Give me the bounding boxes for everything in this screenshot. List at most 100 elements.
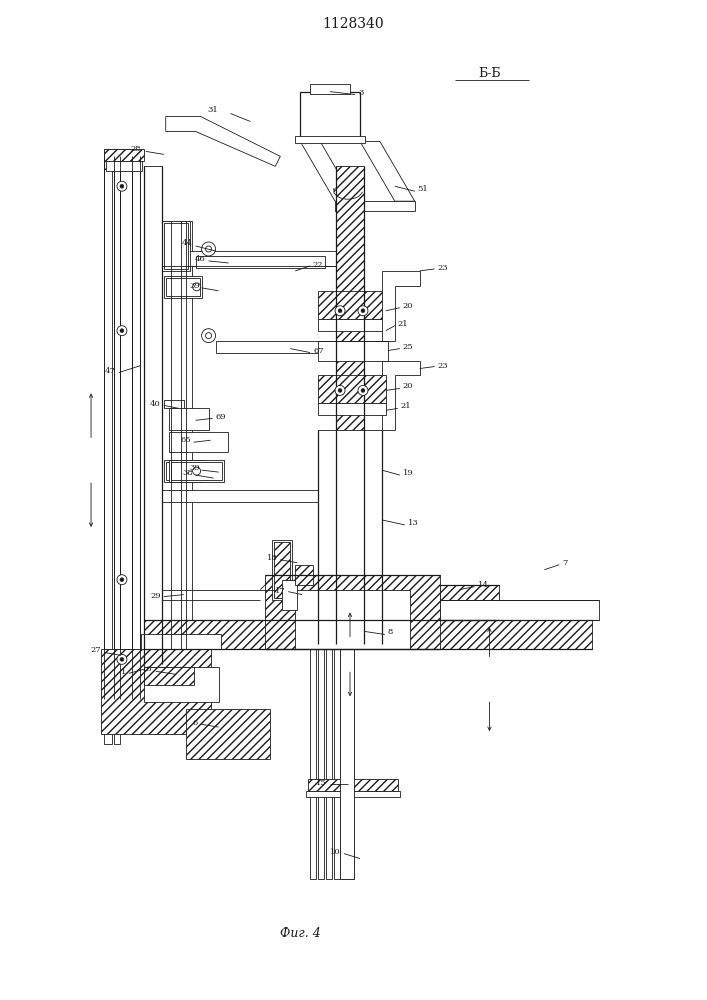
Bar: [300, 92, 360, 141]
Bar: [162, 490, 336, 502]
Text: 14: 14: [477, 581, 489, 589]
Bar: [318, 649, 324, 879]
Circle shape: [192, 283, 201, 291]
Circle shape: [335, 306, 345, 316]
Circle shape: [120, 329, 124, 333]
Circle shape: [361, 388, 365, 392]
Bar: [170, 462, 221, 480]
Polygon shape: [382, 271, 420, 341]
Bar: [196, 256, 325, 268]
Circle shape: [120, 578, 124, 582]
Text: Б-Б: Б-Б: [478, 67, 501, 80]
Polygon shape: [104, 149, 144, 161]
Text: 51: 51: [418, 185, 428, 193]
Bar: [165, 462, 199, 480]
Polygon shape: [360, 141, 415, 201]
Circle shape: [120, 657, 124, 661]
Text: 1128340: 1128340: [322, 17, 384, 31]
Circle shape: [358, 306, 368, 316]
Text: 39: 39: [190, 464, 201, 472]
Bar: [165, 278, 199, 296]
Text: 65: 65: [180, 436, 191, 444]
Text: 15: 15: [316, 779, 327, 787]
Polygon shape: [382, 361, 420, 430]
Text: 1: 1: [120, 668, 126, 676]
Bar: [318, 430, 382, 644]
Bar: [169, 432, 228, 452]
Bar: [308, 779, 398, 791]
Bar: [141, 634, 221, 649]
Bar: [296, 565, 313, 585]
Bar: [318, 341, 388, 361]
Bar: [334, 649, 340, 879]
Text: 19: 19: [403, 469, 414, 477]
Text: 3: 3: [358, 89, 363, 97]
Text: 28: 28: [130, 145, 141, 153]
Circle shape: [206, 246, 211, 252]
Polygon shape: [106, 161, 142, 171]
Bar: [104, 149, 134, 169]
Bar: [310, 84, 350, 94]
Bar: [318, 319, 386, 331]
Text: 29: 29: [150, 592, 160, 600]
Circle shape: [201, 329, 216, 343]
Circle shape: [338, 309, 342, 313]
Bar: [265, 575, 440, 649]
Bar: [104, 649, 154, 679]
Circle shape: [358, 385, 368, 395]
Bar: [169, 460, 223, 482]
Circle shape: [192, 467, 201, 475]
Bar: [164, 276, 201, 298]
Bar: [164, 460, 201, 482]
Bar: [342, 649, 354, 879]
Bar: [104, 679, 174, 704]
Bar: [274, 542, 291, 598]
Bar: [440, 600, 599, 620]
Bar: [272, 540, 292, 600]
Bar: [132, 169, 140, 707]
Bar: [306, 791, 400, 797]
Polygon shape: [164, 400, 184, 422]
Polygon shape: [300, 141, 355, 201]
Polygon shape: [335, 201, 415, 211]
Circle shape: [206, 333, 211, 339]
Polygon shape: [165, 117, 280, 166]
Bar: [144, 667, 194, 685]
Circle shape: [361, 309, 365, 313]
Text: 69: 69: [216, 413, 226, 421]
Text: 25: 25: [403, 343, 414, 351]
Bar: [144, 620, 592, 649]
Bar: [162, 251, 336, 266]
Text: 23: 23: [438, 264, 448, 272]
Text: 38: 38: [182, 469, 192, 477]
Bar: [216, 341, 325, 353]
Bar: [440, 585, 499, 620]
Text: 21: 21: [401, 402, 411, 410]
Bar: [144, 667, 218, 702]
Circle shape: [117, 575, 127, 585]
Text: 20: 20: [403, 382, 414, 390]
Circle shape: [201, 242, 216, 256]
Text: 46: 46: [195, 255, 206, 263]
Text: 8: 8: [388, 628, 393, 636]
Text: 67: 67: [313, 347, 324, 355]
Text: 17: 17: [274, 587, 285, 595]
Bar: [318, 291, 386, 319]
Bar: [101, 649, 211, 734]
Circle shape: [117, 181, 127, 191]
Text: 31: 31: [208, 106, 218, 114]
Circle shape: [338, 388, 342, 392]
Bar: [162, 221, 189, 271]
Bar: [282, 580, 297, 610]
Bar: [318, 403, 386, 415]
Bar: [336, 166, 364, 644]
Text: 6: 6: [192, 719, 198, 727]
Bar: [164, 223, 187, 269]
Text: 27: 27: [90, 646, 101, 654]
Bar: [114, 156, 120, 744]
Bar: [296, 590, 410, 649]
Bar: [162, 221, 192, 649]
Circle shape: [117, 654, 127, 664]
Bar: [340, 649, 354, 879]
Bar: [186, 709, 270, 759]
